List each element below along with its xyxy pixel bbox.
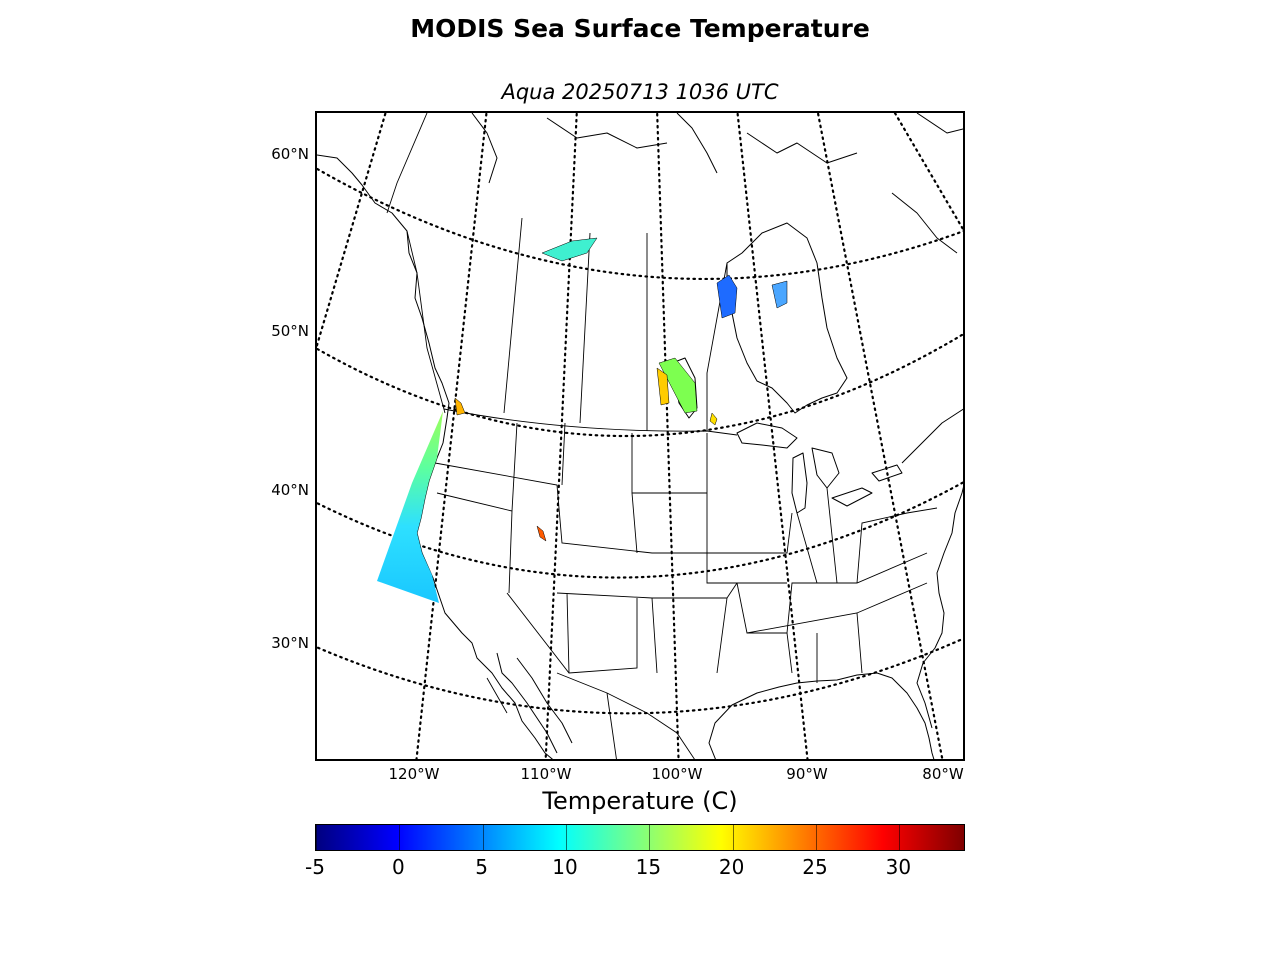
colorbar-tick-label: 10	[552, 855, 578, 879]
colorbar-tick-mark	[649, 825, 651, 850]
meridian-90w	[736, 113, 809, 759]
state-lines	[434, 422, 938, 683]
lake-sst-2	[716, 274, 738, 319]
us-canada-border	[443, 408, 738, 436]
lake-huron	[811, 447, 840, 489]
lake-superior	[736, 422, 798, 449]
lake-sst-4	[658, 357, 698, 414]
province-lines	[386, 113, 728, 431]
map-svg	[317, 113, 963, 759]
meridian-70w	[893, 113, 963, 232]
colorbar-tick-mark	[316, 825, 317, 850]
hudson-bay	[726, 222, 848, 414]
colorbar-tick-mark	[566, 825, 567, 850]
lat-label-50n: 50°N	[271, 322, 309, 340]
lake-sst-3	[771, 280, 788, 309]
colorbar-tick-label: 30	[885, 855, 912, 879]
map-area	[315, 111, 965, 761]
parallel-60n	[317, 167, 963, 281]
lon-label-100w: 100°W	[651, 765, 703, 783]
meridian-100w	[656, 113, 680, 759]
lat-label-60n: 60°N	[271, 145, 309, 163]
lake-erie	[831, 487, 873, 507]
colorbar-tick-label: 25	[802, 855, 828, 879]
lake-sst-7	[454, 397, 466, 416]
parallel-50n	[317, 332, 963, 438]
lake-sst-6	[536, 525, 547, 542]
meridian-80w	[816, 113, 944, 759]
lake-sst-8	[709, 412, 718, 426]
lat-label-40n: 40°N	[271, 481, 309, 499]
chart-subtitle: Aqua 20250713 1036 UTC	[501, 80, 779, 104]
chart-title: MODIS Sea Surface Temperature	[410, 14, 870, 43]
lon-label-80w: 80°W	[922, 765, 964, 783]
lake-ontario	[871, 464, 903, 482]
arctic-islands	[471, 113, 963, 254]
colorbar-tick-mark	[482, 825, 484, 850]
colorbar-tick-mark	[732, 825, 734, 850]
coastlines	[317, 113, 963, 759]
lake-sst-5	[656, 367, 670, 406]
atlantic-coast	[916, 486, 963, 729]
st-lawrence	[901, 408, 963, 464]
colorbar-tick-label: 5	[475, 855, 489, 879]
lon-label-90w: 90°W	[786, 765, 828, 783]
lake-michigan	[791, 452, 808, 514]
graticule	[317, 113, 963, 759]
borders	[386, 113, 938, 759]
colorbar-tick-label: -5	[305, 855, 325, 879]
colorbar-label: Temperature (C)	[542, 787, 738, 815]
meridian-120w	[415, 113, 488, 759]
colorbar-tick-mark	[899, 825, 901, 850]
lon-label-110w: 110°W	[520, 765, 572, 783]
lake-sst-1	[541, 237, 598, 262]
gulf-coast	[708, 672, 935, 759]
pacific-sst-swath	[377, 411, 443, 603]
baja-california	[496, 652, 573, 754]
colorbar-tick-label: 20	[718, 855, 745, 879]
meridian-110w	[544, 113, 578, 759]
colorbar	[315, 824, 965, 851]
meridian-130w	[317, 113, 387, 350]
colorbar-tick-label: 15	[635, 855, 662, 879]
colorbar-tick-mark	[399, 825, 401, 850]
lat-label-30n: 30°N	[271, 634, 309, 652]
mexico-lines	[486, 672, 695, 759]
colorbar-tick-mark	[816, 825, 817, 850]
sst-swath	[377, 237, 788, 603]
colorbar-tick-label: 0	[391, 855, 405, 879]
lon-label-120w: 120°W	[388, 765, 440, 783]
parallel-30n	[317, 637, 963, 715]
